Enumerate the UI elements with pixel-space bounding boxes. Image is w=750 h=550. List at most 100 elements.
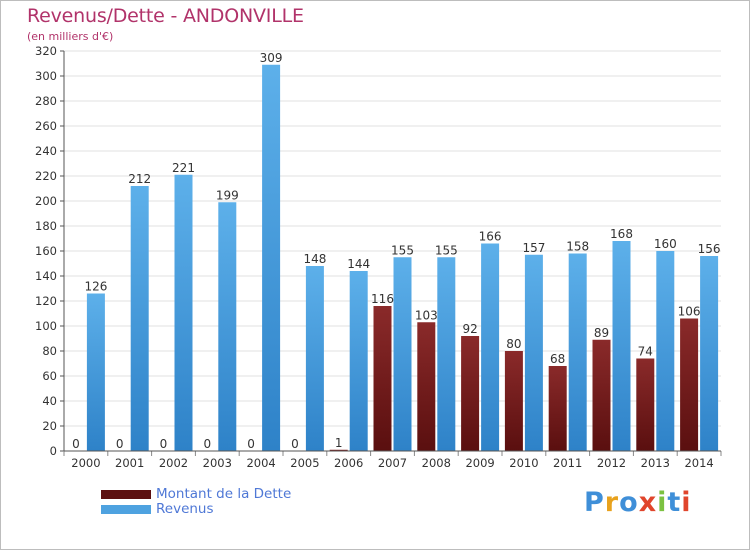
logo-letter: x [638, 487, 658, 518]
debt-value-label: 116 [371, 292, 394, 306]
x-tick-label: 2000 [71, 456, 100, 470]
y-tick-label: 180 [35, 219, 57, 233]
grid-layer [64, 50, 721, 452]
x-tick-label: 2012 [597, 456, 626, 470]
logo-letter: P [584, 487, 605, 518]
revenue-bar [218, 202, 237, 451]
x-tick-label: 2013 [641, 456, 670, 470]
revenue-bar [656, 251, 675, 451]
debt-swatch-icon [101, 490, 151, 499]
logo-letter: o [619, 487, 639, 518]
revenue-value-label: 158 [566, 240, 589, 254]
revenue-bar [262, 64, 281, 451]
x-tick-label: 2003 [203, 456, 232, 470]
y-tick-label: 160 [35, 244, 57, 258]
debt-value-label: 103 [415, 308, 438, 322]
x-tick-label: 2005 [290, 456, 319, 470]
revenue-value-label: 144 [347, 257, 370, 271]
debt-value-label: 0 [116, 437, 124, 451]
debt-value-label: 74 [638, 345, 653, 359]
chart-title: Revenus/Dette - ANDONVILLE [27, 5, 304, 27]
logo-letter: i [657, 487, 668, 518]
axes-layer: 0204060801001201401601802002202402602803… [35, 44, 722, 470]
x-tick-label: 2008 [422, 456, 451, 470]
revenue-value-label: 156 [698, 242, 721, 256]
revenue-bar [524, 254, 543, 451]
revenue-swatch-icon [101, 505, 151, 514]
revenue-value-label: 148 [303, 252, 326, 266]
legend-label-debt: Montant de la Dette [156, 486, 292, 502]
y-tick-label: 260 [35, 119, 57, 133]
proxiti-logo: Proxiti [584, 487, 692, 518]
revenue-value-label: 221 [172, 161, 195, 175]
debt-bar [548, 366, 567, 451]
x-tick-label: 2009 [465, 456, 494, 470]
revenue-bar [174, 174, 193, 451]
revenue-value-label: 199 [216, 188, 239, 202]
revenue-value-label: 168 [610, 227, 633, 241]
revenue-bar [437, 257, 456, 451]
y-tick-label: 80 [42, 344, 57, 358]
logo-letter: i [681, 487, 692, 518]
debt-value-label: 0 [291, 437, 299, 451]
debt-value-label: 80 [506, 337, 521, 351]
debt-value-label: 89 [594, 326, 609, 340]
x-tick-label: 2004 [246, 456, 275, 470]
y-tick-label: 320 [35, 44, 57, 58]
debt-bar [504, 351, 523, 451]
revenue-bar [612, 241, 631, 451]
y-tick-label: 200 [35, 194, 57, 208]
y-tick-label: 120 [35, 294, 57, 308]
debt-bar [461, 336, 480, 451]
debt-value-label: 0 [160, 437, 168, 451]
y-tick-label: 220 [35, 169, 57, 183]
debt-value-label: 106 [678, 305, 701, 319]
revenue-value-label: 309 [260, 51, 283, 65]
x-tick-label: 2002 [159, 456, 188, 470]
x-tick-label: 2006 [334, 456, 363, 470]
debt-bar [636, 358, 655, 451]
debt-bar [373, 306, 392, 451]
y-tick-label: 20 [42, 419, 57, 433]
chart-subtitle: (en milliers d'€) [27, 30, 114, 43]
debt-value-label: 68 [550, 352, 565, 366]
y-tick-label: 240 [35, 144, 57, 158]
y-tick-label: 60 [42, 369, 57, 383]
y-tick-label: 0 [50, 444, 57, 458]
labels-layer: 0 126 0 212 0 221 0 199 0 309 0 148 1 144 116 155 103 155… [72, 51, 720, 451]
revenue-bar [393, 257, 412, 451]
revenue-bar [305, 266, 324, 451]
debt-value-label: 0 [203, 437, 211, 451]
logo-letter: r [604, 487, 620, 518]
x-tick-label: 2010 [509, 456, 538, 470]
x-tick-label: 2014 [684, 456, 713, 470]
logo-letter: t [667, 487, 682, 518]
debt-bar [417, 322, 436, 451]
revenue-bar [700, 256, 719, 451]
y-tick-label: 40 [42, 394, 57, 408]
debt-value-label: 92 [462, 322, 477, 336]
debt-bar [329, 449, 348, 451]
revenue-value-label: 126 [84, 280, 107, 294]
revenue-bar [481, 243, 500, 451]
legend-label-revenue: Revenus [156, 501, 214, 517]
revenue-value-label: 166 [479, 230, 502, 244]
y-tick-label: 140 [35, 269, 57, 283]
revenue-value-label: 160 [654, 237, 677, 251]
revenue-bar [349, 271, 368, 451]
debt-value-label: 0 [247, 437, 255, 451]
revenue-value-label: 212 [128, 172, 151, 186]
y-tick-label: 100 [35, 319, 57, 333]
x-tick-label: 2007 [378, 456, 407, 470]
debt-bar [592, 339, 611, 451]
revenue-value-label: 155 [391, 243, 414, 257]
debt-value-label: 0 [72, 437, 80, 451]
y-tick-label: 300 [35, 69, 57, 83]
x-tick-label: 2011 [553, 456, 582, 470]
revenue-value-label: 157 [522, 241, 545, 255]
debt-value-label: 1 [335, 436, 343, 450]
revenue-bar [130, 186, 149, 451]
revenue-bar [86, 293, 105, 451]
